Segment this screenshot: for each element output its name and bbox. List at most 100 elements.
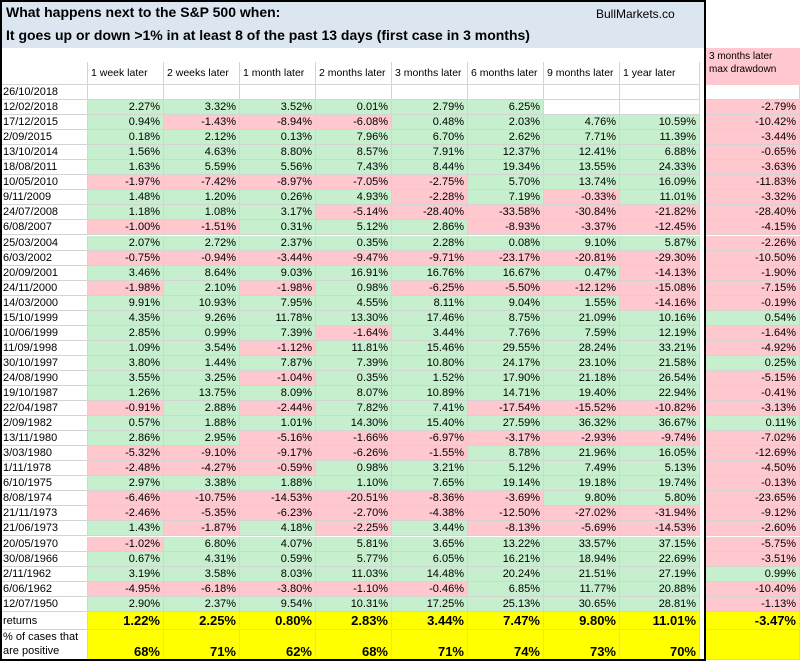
returns-cell: 1.22% bbox=[88, 611, 164, 630]
value-cell: -10.40% bbox=[706, 581, 800, 597]
value-cell: -23.65% bbox=[706, 491, 800, 507]
value-cell: -12.45% bbox=[620, 220, 700, 236]
column-header: 2 months later bbox=[316, 62, 392, 85]
value-cell: 10.93% bbox=[164, 295, 240, 311]
value-cell: 0.98% bbox=[316, 461, 392, 477]
value-cell: 9.03% bbox=[240, 265, 316, 281]
row-date: 13/11/1980 bbox=[0, 431, 88, 447]
value-cell: 1.52% bbox=[392, 370, 468, 386]
column-header: 1 month later bbox=[240, 62, 316, 85]
value-cell: 1.88% bbox=[164, 416, 240, 432]
value-cell: 8.44% bbox=[392, 160, 468, 176]
value-cell: 16.76% bbox=[392, 265, 468, 281]
value-cell: 2.12% bbox=[164, 130, 240, 146]
value-cell: 7.96% bbox=[316, 130, 392, 146]
value-cell: -3.51% bbox=[706, 551, 800, 567]
value-cell: 0.47% bbox=[544, 265, 620, 281]
row-date: 12/07/1950 bbox=[0, 596, 88, 612]
value-cell: -0.19% bbox=[706, 295, 800, 311]
value-cell: 33.57% bbox=[544, 536, 620, 552]
value-cell: 15.40% bbox=[392, 416, 468, 432]
value-cell: 7.43% bbox=[316, 160, 392, 176]
value-cell: 0.31% bbox=[240, 220, 316, 236]
value-cell: -33.58% bbox=[468, 205, 544, 221]
value-cell: -1.98% bbox=[240, 280, 316, 296]
value-cell: 0.18% bbox=[88, 130, 164, 146]
column-header: 9 months later bbox=[544, 62, 620, 85]
value-cell: 1.43% bbox=[88, 521, 164, 537]
row-date: 14/03/2000 bbox=[0, 295, 88, 311]
value-cell: -5.14% bbox=[316, 205, 392, 221]
value-cell: 1.88% bbox=[240, 476, 316, 492]
value-cell: 7.71% bbox=[544, 130, 620, 146]
value-cell: 24.33% bbox=[620, 160, 700, 176]
value-cell: -27.02% bbox=[544, 506, 620, 522]
row-date: 15/10/1999 bbox=[0, 310, 88, 326]
value-cell: 4.31% bbox=[164, 551, 240, 567]
value-cell: -8.93% bbox=[468, 220, 544, 236]
value-cell: 4.35% bbox=[88, 310, 164, 326]
value-cell bbox=[88, 85, 164, 101]
positive-cell: 74% bbox=[468, 629, 544, 660]
value-cell: 36.67% bbox=[620, 416, 700, 432]
value-cell: 2.95% bbox=[164, 431, 240, 447]
value-cell: -2.46% bbox=[88, 506, 164, 522]
value-cell: 0.99% bbox=[706, 566, 800, 582]
value-cell: -0.41% bbox=[706, 386, 800, 402]
value-cell: 19.74% bbox=[620, 476, 700, 492]
value-cell: 10.89% bbox=[392, 386, 468, 402]
value-cell bbox=[620, 100, 700, 116]
row-date: 2/09/2015 bbox=[0, 130, 88, 146]
value-cell: -23.17% bbox=[468, 250, 544, 266]
value-cell: 3.32% bbox=[164, 100, 240, 116]
value-cell: 7.49% bbox=[544, 461, 620, 477]
value-cell: -1.64% bbox=[316, 325, 392, 341]
value-cell: -1.87% bbox=[164, 521, 240, 537]
row-date: 9/11/2009 bbox=[0, 190, 88, 206]
value-cell: 17.25% bbox=[392, 596, 468, 612]
value-cell: 3.25% bbox=[164, 370, 240, 386]
value-cell: -20.51% bbox=[316, 491, 392, 507]
value-cell: 11.78% bbox=[240, 310, 316, 326]
value-cell: 7.95% bbox=[240, 295, 316, 311]
title-band bbox=[0, 0, 706, 48]
value-cell: 7.19% bbox=[468, 190, 544, 206]
value-cell: -14.53% bbox=[620, 521, 700, 537]
value-cell: -10.42% bbox=[706, 115, 800, 131]
column-header: 3 months later bbox=[392, 62, 468, 85]
value-cell: 6.25% bbox=[468, 100, 544, 116]
row-date: 18/08/2011 bbox=[0, 160, 88, 176]
returns-cell: 3.44% bbox=[392, 611, 468, 630]
value-cell: 20.24% bbox=[468, 566, 544, 582]
value-cell: -1.10% bbox=[316, 581, 392, 597]
value-cell: -2.70% bbox=[316, 506, 392, 522]
value-cell: 16.21% bbox=[468, 551, 544, 567]
value-cell: -5.69% bbox=[544, 521, 620, 537]
value-cell: -0.91% bbox=[88, 401, 164, 417]
value-cell: 36.32% bbox=[544, 416, 620, 432]
value-cell: -1.90% bbox=[706, 265, 800, 281]
value-cell: -3.32% bbox=[706, 190, 800, 206]
value-cell: -0.75% bbox=[88, 250, 164, 266]
value-cell: 8.09% bbox=[240, 386, 316, 402]
value-cell: 30.65% bbox=[544, 596, 620, 612]
value-cell: 9.80% bbox=[544, 491, 620, 507]
value-cell: -1.55% bbox=[392, 446, 468, 462]
value-cell: 0.54% bbox=[706, 310, 800, 326]
value-cell bbox=[544, 100, 620, 116]
value-cell: 4.63% bbox=[164, 145, 240, 161]
value-cell: -1.64% bbox=[706, 325, 800, 341]
value-cell: -6.97% bbox=[392, 431, 468, 447]
value-cell: -7.05% bbox=[316, 175, 392, 191]
value-cell: 2.90% bbox=[88, 596, 164, 612]
title-line-1: What happens next to the S&P 500 when: bbox=[6, 4, 281, 20]
value-cell: -0.46% bbox=[392, 581, 468, 597]
value-cell: 21.51% bbox=[544, 566, 620, 582]
value-cell bbox=[706, 85, 800, 101]
value-cell: 0.59% bbox=[240, 551, 316, 567]
value-cell: 13.30% bbox=[316, 310, 392, 326]
value-cell: 1.56% bbox=[88, 145, 164, 161]
value-cell: 2.88% bbox=[164, 401, 240, 417]
value-cell: -2.28% bbox=[392, 190, 468, 206]
value-cell: 22.94% bbox=[620, 386, 700, 402]
